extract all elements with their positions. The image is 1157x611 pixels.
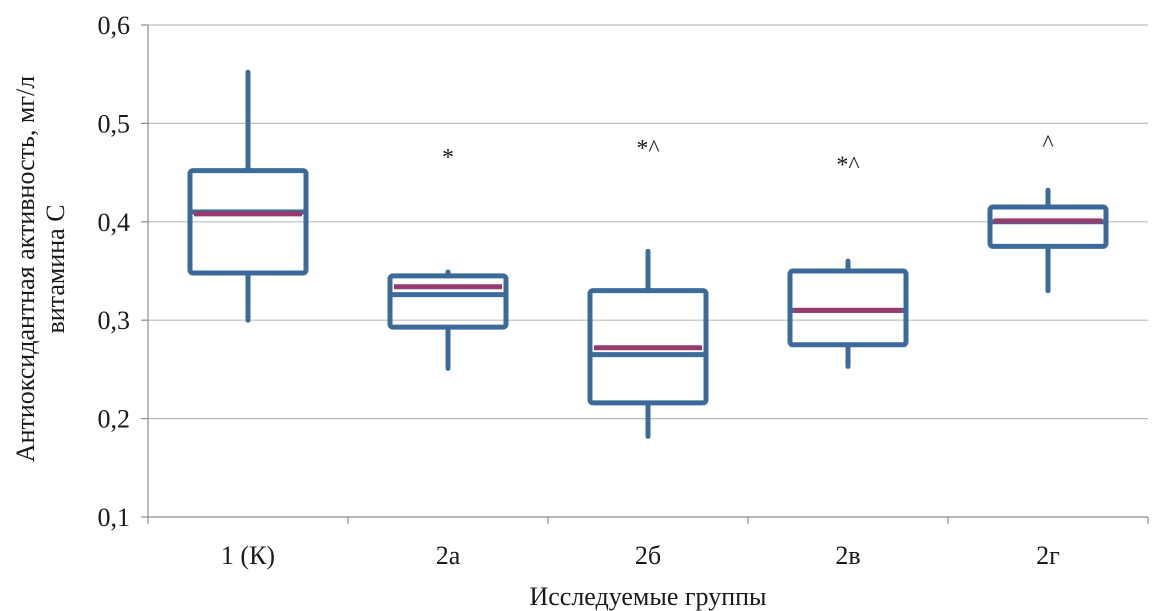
x-tick-label: 1 (К) — [221, 541, 275, 570]
box-2 — [387, 269, 509, 371]
box-iqr — [187, 168, 309, 276]
box-iqr — [587, 288, 709, 406]
x-tick-label: 2а — [436, 541, 461, 570]
y-tick-label: 0,3 — [98, 306, 131, 335]
gridlines — [148, 24, 1148, 420]
box-4 — [787, 258, 909, 369]
y-tick-label: 0,6 — [98, 11, 131, 40]
y-tick-label: 0,4 — [98, 208, 131, 237]
y-axis-title-line: Антиоксидантная активность, мг/л — [11, 76, 40, 462]
y-axis-title-line: витамина С — [41, 204, 70, 333]
y-tick-label: 0,2 — [98, 405, 131, 434]
axes — [141, 24, 1149, 524]
x-tick-label: 2б — [635, 541, 661, 570]
box-iqr — [387, 273, 509, 330]
significance-marker: *^ — [836, 153, 859, 179]
x-axis-title: Исследуемые группы — [529, 582, 766, 611]
significance-marker: *^ — [636, 136, 659, 162]
y-tick-label: 0,1 — [98, 503, 131, 532]
labels: 0,1 0,2 0,3 0,4 0,5 0,6 1 (К) 2а * 2б *^ 2в *^ 2г ^ Исс… — [11, 11, 1060, 611]
boxes — [187, 69, 1109, 439]
y-axis-title: Антиоксидантная активность, мг/лвитамина… — [11, 76, 70, 462]
significance-marker: * — [442, 145, 454, 171]
x-tick-label: 2в — [835, 541, 860, 570]
y-tick-label: 0,5 — [98, 109, 131, 138]
x-tick-label: 2г — [1036, 541, 1060, 570]
box-3 — [587, 248, 709, 439]
box-5 — [987, 187, 1109, 294]
box-iqr — [987, 204, 1109, 249]
box-1 — [187, 69, 309, 323]
significance-marker: ^ — [1042, 131, 1053, 157]
